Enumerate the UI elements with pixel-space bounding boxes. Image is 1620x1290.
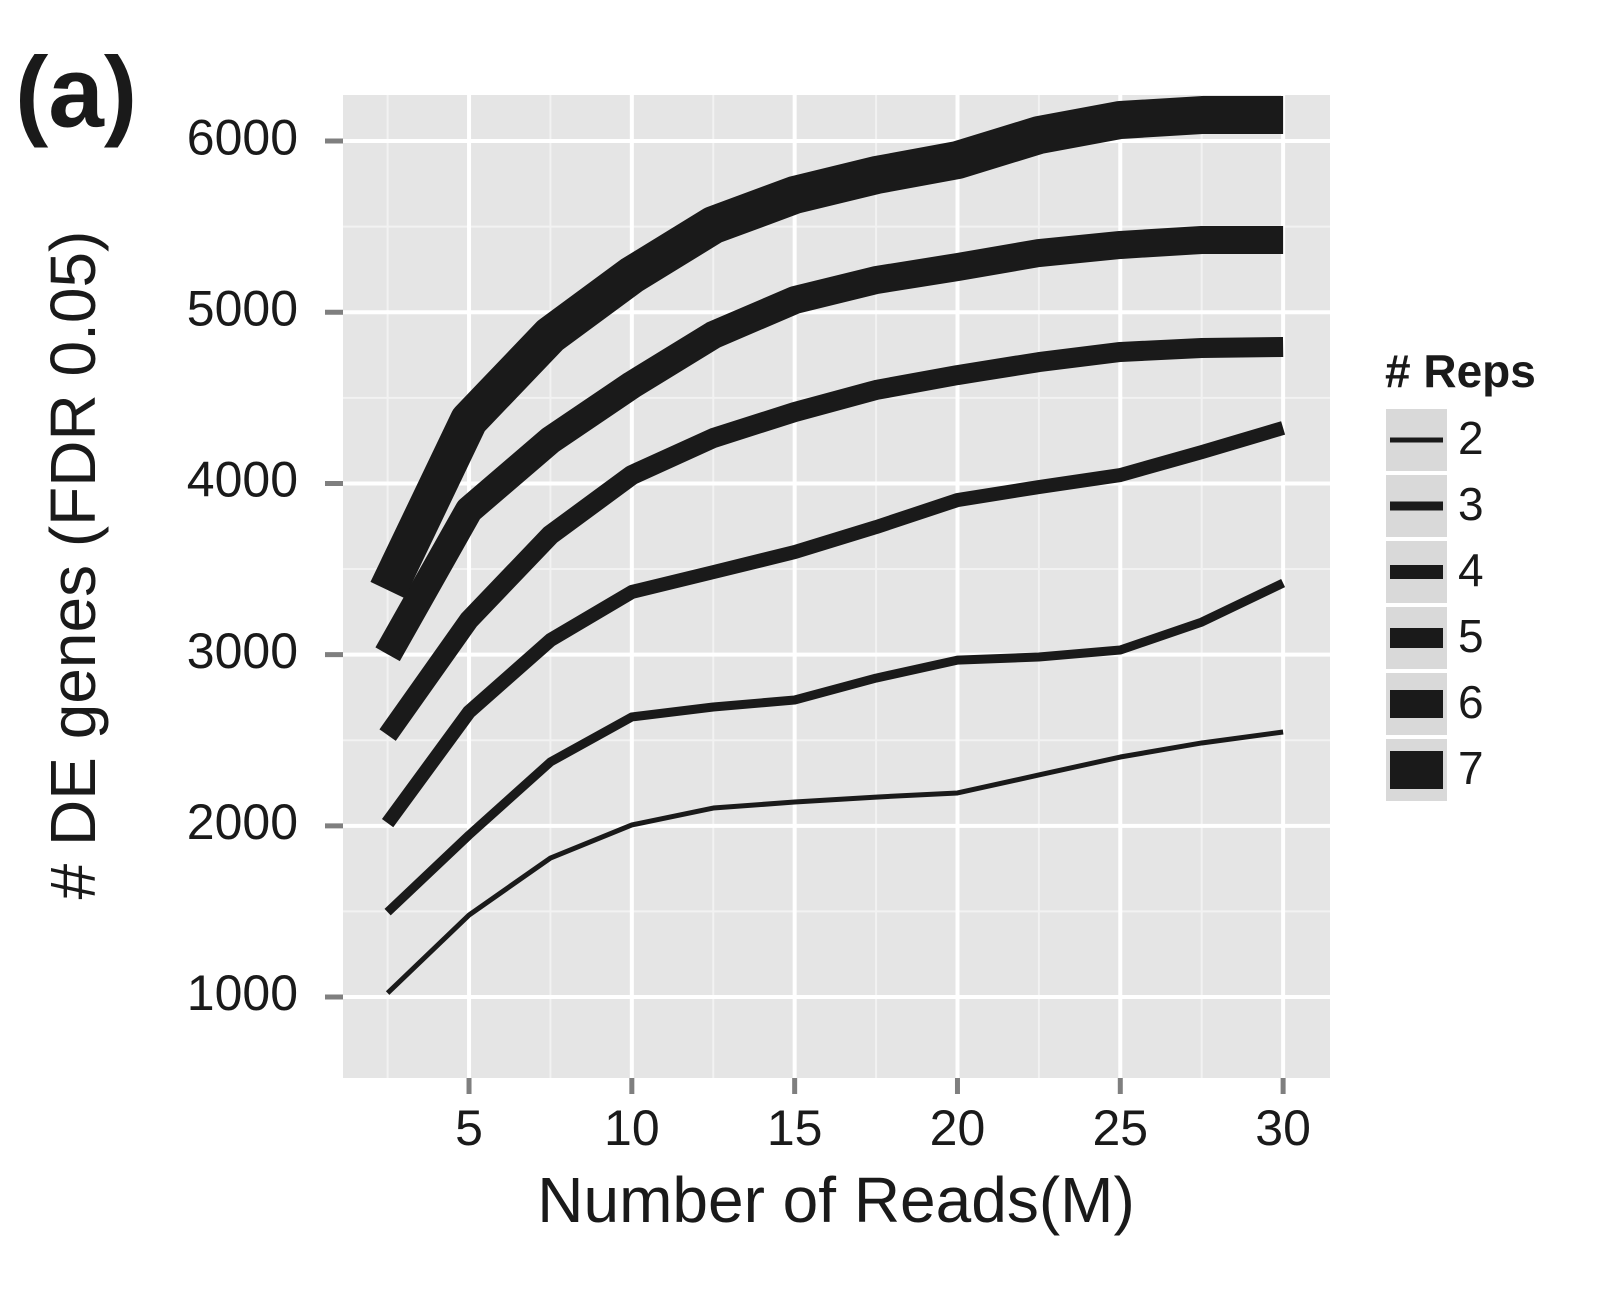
x-tick-label: 30 (1255, 1100, 1311, 1156)
series-line (385, 729, 1284, 995)
y-tick-label: 4000 (187, 452, 298, 508)
lines (370, 96, 1286, 995)
legend-label: 2 (1458, 412, 1484, 464)
x-tick-label: 15 (767, 1100, 823, 1156)
legend-label: 7 (1458, 742, 1484, 794)
legend-label: 3 (1458, 478, 1484, 530)
x-tick-label: 10 (604, 1100, 660, 1156)
y-tick-label: 2000 (187, 794, 298, 850)
y-tick-label: 5000 (187, 280, 298, 336)
series-line (370, 96, 1284, 599)
x-tick-label: 5 (455, 1100, 483, 1156)
legend-label: 5 (1458, 610, 1484, 662)
series-line (384, 579, 1286, 916)
legend-label: 4 (1458, 544, 1484, 596)
legend-title: # Reps (1385, 345, 1536, 397)
x-tick-label: 20 (930, 1100, 986, 1156)
x-axis-title: Number of Reads(M) (537, 1164, 1135, 1236)
legend: 2 3 4 5 6 7 (1384, 407, 1484, 803)
series-line (375, 226, 1284, 662)
series-line (381, 421, 1286, 828)
y-tick-label: 6000 (187, 109, 298, 165)
x-tick-label: 25 (1092, 1100, 1148, 1156)
y-tick-label: 1000 (187, 965, 298, 1021)
legend-label: 6 (1458, 676, 1484, 728)
series-line (379, 336, 1284, 741)
y-tick-label: 3000 (187, 623, 298, 679)
panel-label: (a) (15, 36, 137, 148)
y-axis-title: # DE genes (FDR 0.05) (37, 231, 109, 900)
